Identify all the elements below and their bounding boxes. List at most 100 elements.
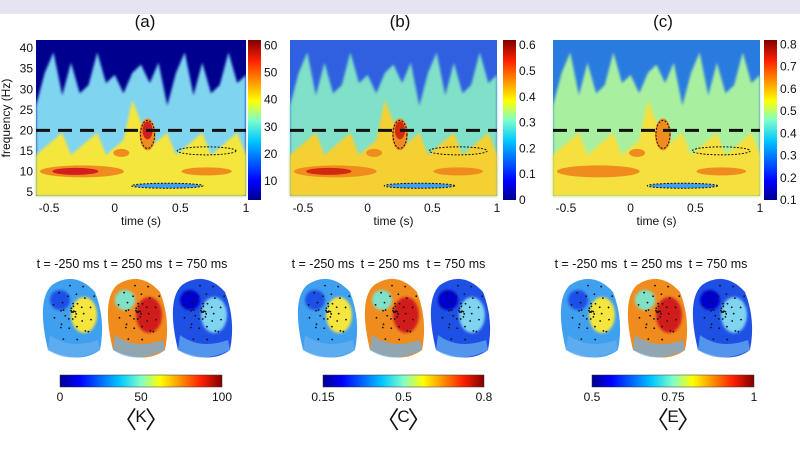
electrode-dot bbox=[134, 284, 136, 287]
electrode-dot bbox=[585, 317, 588, 320]
scalp-region bbox=[635, 290, 655, 310]
electrode-dot bbox=[722, 302, 724, 305]
electrode-dot bbox=[607, 306, 610, 309]
electrode-dot bbox=[398, 338, 401, 341]
electrode-dot bbox=[718, 327, 721, 330]
scalp-map bbox=[297, 278, 358, 358]
electrode-dot bbox=[71, 318, 74, 320]
electrode-dot bbox=[126, 301, 129, 304]
electrode-dot bbox=[592, 310, 595, 313]
electrode-dot bbox=[342, 330, 345, 333]
electrode-dot bbox=[588, 307, 591, 310]
electrode-dot bbox=[576, 291, 579, 294]
electrode-dot bbox=[645, 323, 648, 326]
electrode-dot bbox=[600, 285, 603, 288]
electrode-dot bbox=[140, 313, 143, 315]
colorbar-tick-label: 0.7 bbox=[780, 60, 797, 74]
electrode-dot bbox=[330, 313, 333, 315]
colorbar-tick-label: 0.6 bbox=[519, 38, 536, 52]
electrode-dot bbox=[669, 329, 672, 332]
head-neck bbox=[48, 335, 100, 358]
electrode-dot bbox=[147, 285, 150, 288]
colorbar-tick-label: 0.4 bbox=[519, 90, 536, 104]
electrode-dot bbox=[89, 306, 92, 309]
electrode-dot bbox=[345, 318, 347, 321]
colorbar-tick-label: 0.2 bbox=[780, 171, 797, 185]
colorbar bbox=[503, 40, 516, 200]
electrode-dot bbox=[678, 295, 681, 298]
electrode-dot bbox=[725, 293, 728, 296]
electrode-dot bbox=[405, 297, 408, 300]
electrode-dot bbox=[601, 297, 604, 300]
electrode-dot bbox=[62, 338, 65, 341]
head-neck bbox=[303, 335, 355, 358]
significance-contour bbox=[428, 146, 488, 156]
electrode-dot bbox=[391, 284, 393, 287]
electrode-dot bbox=[146, 320, 149, 322]
electrode-dot bbox=[74, 315, 77, 318]
colorbar-tick-label: 0.1 bbox=[780, 193, 797, 207]
colorbar-tick-label: 0.4 bbox=[780, 126, 797, 140]
heatmap-blob bbox=[306, 167, 352, 175]
electrode-dot bbox=[205, 293, 208, 296]
electrode-dot bbox=[709, 326, 712, 329]
scalp-map bbox=[627, 278, 688, 358]
electrode-dot bbox=[204, 310, 207, 313]
electrode-dot bbox=[335, 306, 338, 309]
electrode-dot bbox=[197, 317, 200, 320]
electrode-dot bbox=[462, 315, 465, 318]
x-tick-label: 0.5 bbox=[687, 201, 704, 215]
colorbar-tick-label: 0.8 bbox=[780, 37, 797, 51]
scalp-time-label: t = 250 ms bbox=[361, 257, 420, 271]
electrode-dot bbox=[183, 316, 186, 319]
electrode-dot bbox=[58, 291, 61, 294]
electrode-dot bbox=[158, 295, 161, 298]
electrode-dot bbox=[458, 307, 461, 310]
electrode-dot bbox=[739, 306, 742, 309]
electrode-dot bbox=[155, 318, 157, 321]
scalp-map bbox=[364, 278, 425, 358]
electrode-dot bbox=[76, 325, 78, 328]
electrode-dot bbox=[591, 310, 593, 313]
scalp-region bbox=[700, 290, 720, 310]
scalp-region bbox=[438, 290, 458, 310]
scalp-region bbox=[326, 297, 352, 333]
electrode-dot bbox=[315, 309, 317, 312]
electrode-dot bbox=[600, 312, 603, 315]
electrode-dot bbox=[338, 297, 341, 300]
electrode-dot bbox=[374, 303, 377, 306]
electrode-dot bbox=[637, 303, 640, 306]
electrode-dot bbox=[322, 295, 324, 298]
head-neck bbox=[566, 335, 618, 358]
electrode-dot bbox=[75, 313, 78, 315]
scalp-colorbar-tick: 0 bbox=[57, 390, 64, 404]
electrode-dot bbox=[674, 306, 677, 309]
left-angle-bracket: 〈 bbox=[645, 407, 669, 434]
electrode-dot bbox=[191, 301, 194, 304]
scalp-time-label: t = 250 ms bbox=[624, 257, 683, 271]
scalp-colorbar-tick: 100 bbox=[212, 390, 232, 404]
electrode-dot bbox=[594, 338, 597, 341]
electrode-dot bbox=[82, 285, 85, 288]
panel-b: (b) -0.5 0 0.5 1 time (s) 0.6 0.5 0.4 0.3 0.2 0.1 0 t… bbox=[290, 12, 536, 434]
electrode-dot bbox=[68, 327, 71, 330]
electrode-dot bbox=[149, 329, 152, 332]
electrode-dot bbox=[81, 320, 84, 322]
electrode-dot bbox=[339, 329, 342, 332]
electrode-dot bbox=[655, 309, 657, 312]
electrode-dot bbox=[594, 302, 597, 305]
right-angle-bracket: 〉 bbox=[677, 407, 701, 434]
electrode-dot bbox=[731, 320, 734, 322]
electrode-dot bbox=[60, 309, 62, 312]
electrode-dot bbox=[141, 302, 144, 305]
electrode-dot bbox=[395, 310, 397, 313]
electrode-dot bbox=[135, 309, 137, 312]
electrode-dot bbox=[315, 323, 318, 326]
electrode-dot bbox=[647, 309, 650, 311]
x-tick-label: 0 bbox=[627, 201, 634, 215]
electrode-dot bbox=[578, 309, 580, 312]
head-neck bbox=[698, 335, 750, 358]
electrode-dot bbox=[59, 326, 62, 329]
electrode-dot bbox=[60, 323, 63, 326]
electrode-dot bbox=[336, 320, 339, 322]
